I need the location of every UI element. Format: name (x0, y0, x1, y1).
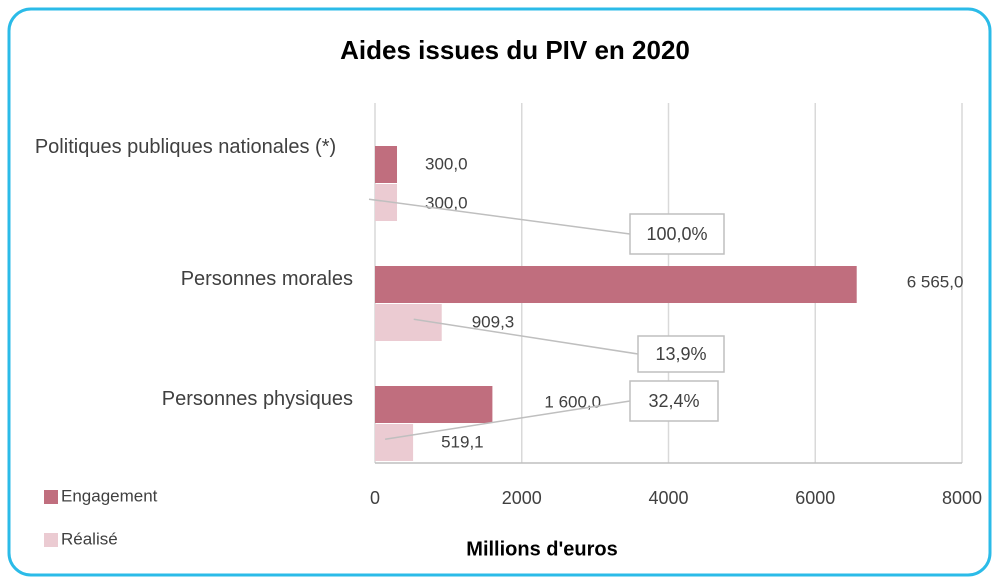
data-label: 6 565,0 (907, 272, 964, 291)
x-tick-label: 2000 (502, 488, 542, 508)
bar (375, 146, 398, 183)
ratio-label: 13,9% (655, 344, 706, 364)
bar (375, 424, 414, 461)
data-label: 300,0 (425, 154, 468, 173)
data-label: 519,1 (441, 432, 484, 451)
bar (375, 386, 493, 423)
ratio-box (629, 213, 725, 255)
bar (375, 184, 398, 221)
x-tick-label: 0 (370, 488, 380, 508)
chart-title: Aides issues du PIV en 2020 (340, 35, 690, 65)
leader-line (413, 318, 639, 355)
ratio-box (629, 380, 719, 422)
ratio-label: 100,0% (646, 224, 707, 244)
x-tick-label: 6000 (795, 488, 835, 508)
legend-swatch (44, 490, 58, 504)
leader-line (368, 198, 631, 235)
y-tick-label: Personnes morales (180, 268, 353, 290)
data-label: 1 600,0 (544, 392, 601, 411)
legend-swatch (44, 533, 58, 547)
x-axis-label: Millions d'euros (466, 538, 617, 560)
y-tick-label: Personnes physiques (161, 388, 353, 410)
legend-label: Engagement (61, 486, 158, 505)
data-label: 909,3 (472, 312, 515, 331)
x-tick-label: 4000 (648, 488, 688, 508)
bar (375, 266, 857, 303)
legend-label: Réalisé (61, 529, 118, 548)
leader-line (384, 400, 631, 440)
y-tick-label: Politiques publiques nationales (*) (34, 136, 337, 158)
x-tick-label: 8000 (942, 488, 982, 508)
ratio-label: 32,4% (648, 391, 699, 411)
ratio-box (637, 335, 725, 373)
